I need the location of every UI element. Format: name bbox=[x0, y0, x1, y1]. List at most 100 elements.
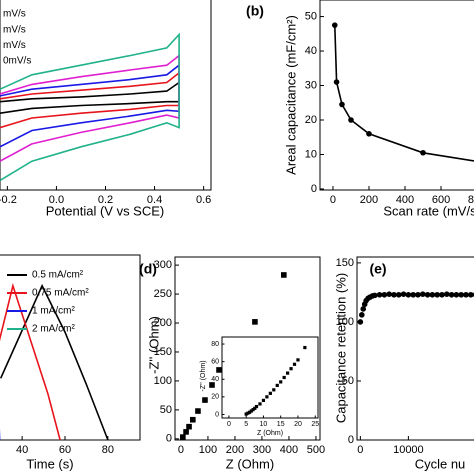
y-tick-label: 0 bbox=[166, 433, 172, 445]
data-point bbox=[400, 291, 407, 297]
panel-label: (b) bbox=[246, 3, 264, 19]
data-point bbox=[371, 292, 378, 299]
x-tick-label: 0 bbox=[330, 194, 336, 206]
y-tick-label: 20 bbox=[305, 114, 317, 126]
y-tick-label: 20 bbox=[211, 394, 219, 401]
data-point bbox=[458, 291, 464, 298]
data-point bbox=[261, 398, 266, 402]
data-point bbox=[443, 291, 450, 297]
data-point bbox=[202, 397, 208, 403]
legend-label: mV/s bbox=[3, 40, 26, 51]
data-point bbox=[424, 291, 431, 298]
x-tick-label: 300 bbox=[253, 444, 271, 456]
data-point bbox=[251, 408, 255, 412]
y-axis-label: -Z'' (Ohm) bbox=[146, 316, 161, 374]
data-point bbox=[366, 130, 372, 137]
data-point bbox=[252, 319, 258, 325]
data-point bbox=[339, 101, 345, 108]
x-tick-label: 200 bbox=[360, 194, 378, 206]
x-tick-label: 10 bbox=[260, 421, 268, 428]
x-axis-label: Cycle nu bbox=[415, 456, 466, 471]
y-tick-label: 60 bbox=[211, 358, 219, 365]
data-point bbox=[331, 22, 338, 28]
legend-label: 0.5 mA/cm² bbox=[32, 270, 84, 281]
panel-label: (e) bbox=[369, 261, 386, 277]
series-line bbox=[0, 282, 61, 441]
x-tick-label: 800 bbox=[468, 194, 474, 206]
data-point bbox=[405, 291, 412, 298]
data-point bbox=[244, 412, 248, 416]
data-point bbox=[410, 291, 416, 298]
y-tick-label: 150 bbox=[336, 257, 354, 269]
data-point bbox=[248, 410, 252, 414]
y-tick-label: 30 bbox=[305, 79, 317, 91]
series-line bbox=[0, 32, 180, 182]
y-tick-label: 300 bbox=[154, 259, 172, 271]
data-point bbox=[419, 291, 426, 297]
x-tick-label: 20 bbox=[294, 421, 302, 428]
x-tick-label: 400 bbox=[280, 444, 298, 456]
x-tick-label: 0 bbox=[178, 444, 184, 456]
legend-label: 0.75 mA/cm² bbox=[32, 288, 89, 299]
data-point bbox=[246, 411, 250, 415]
legend-label: mV/s bbox=[3, 9, 26, 20]
plot-frame bbox=[356, 256, 474, 441]
y-tick-label: 0 bbox=[348, 434, 354, 446]
data-point bbox=[376, 291, 383, 298]
data-point bbox=[386, 291, 392, 297]
panel-label: (d) bbox=[139, 261, 157, 277]
plot-frame bbox=[319, 0, 474, 191]
data-point bbox=[453, 291, 460, 298]
plot-frame bbox=[0, 254, 141, 441]
y-tick-label: 40 bbox=[211, 376, 219, 383]
y-tick-label: 200 bbox=[154, 317, 172, 329]
legend-label: 2 mA/cm² bbox=[32, 324, 75, 335]
data-point bbox=[415, 291, 421, 298]
legend-label: 0mV/s bbox=[3, 56, 31, 67]
data-point bbox=[434, 291, 440, 298]
y-axis-label: Areal capacitance (mF/cm²) bbox=[283, 15, 298, 175]
data-point bbox=[279, 380, 283, 384]
data-point bbox=[180, 434, 186, 440]
y-tick-label: 250 bbox=[154, 288, 172, 300]
x-tick-label: 200 bbox=[226, 444, 244, 456]
x-tick-label: -0.2 bbox=[0, 194, 17, 206]
data-point bbox=[420, 149, 426, 156]
y-tick-label: 150 bbox=[154, 346, 172, 358]
data-point bbox=[391, 291, 397, 298]
y-tick-label: 100 bbox=[154, 375, 172, 387]
legend-label: mV/s bbox=[3, 24, 26, 35]
data-point bbox=[249, 409, 253, 413]
data-point bbox=[190, 416, 196, 423]
data-point bbox=[463, 291, 469, 298]
x-tick-label: 0 bbox=[227, 421, 231, 428]
data-point bbox=[258, 402, 262, 406]
x-tick-label: 15 bbox=[277, 421, 285, 428]
y-tick-label: 50 bbox=[305, 10, 317, 22]
x-tick-label: 80 bbox=[102, 444, 114, 456]
x-axis-label: Z (Ohm) bbox=[257, 430, 283, 437]
x-tick-label: 10000 bbox=[393, 444, 424, 456]
y-axis-label: -Z'' (Ohm) bbox=[200, 360, 207, 391]
data-point bbox=[359, 312, 365, 318]
data-point bbox=[268, 391, 272, 395]
data-point bbox=[357, 319, 364, 325]
data-point bbox=[209, 382, 215, 388]
data-point bbox=[186, 423, 192, 430]
y-tick-label: 40 bbox=[305, 45, 317, 57]
data-point bbox=[195, 408, 201, 414]
data-point bbox=[265, 395, 269, 399]
data-point bbox=[381, 291, 388, 298]
y-axis-label: Capacitance retention (%) bbox=[333, 273, 348, 423]
data-point bbox=[448, 291, 455, 298]
y-tick-label: 0 bbox=[311, 183, 317, 195]
x-tick-label: 0 bbox=[357, 444, 363, 456]
data-point bbox=[296, 358, 300, 362]
data-point bbox=[360, 306, 367, 312]
x-tick-label: 0.6 bbox=[196, 194, 211, 206]
data-point bbox=[289, 367, 293, 371]
series-line bbox=[0, 283, 109, 441]
data-point bbox=[467, 291, 474, 298]
x-tick-label: 60 bbox=[59, 444, 71, 456]
